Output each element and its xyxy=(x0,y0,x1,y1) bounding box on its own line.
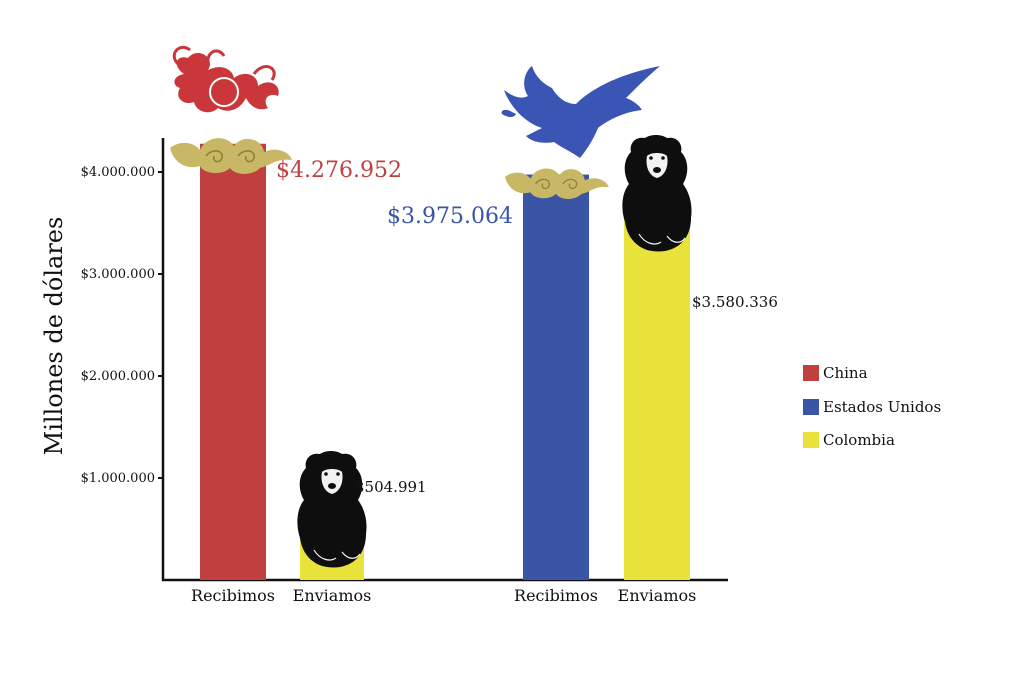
x-category-label: Recibimos xyxy=(191,586,275,605)
data-label: $3.580.336 xyxy=(692,293,778,311)
legend-swatch xyxy=(803,399,819,415)
y-tick-label: $2.000.000 xyxy=(81,369,155,384)
bar xyxy=(523,174,589,581)
x-category-label: Enviamos xyxy=(618,586,697,605)
legend-swatch xyxy=(803,365,819,381)
data-label: $4.276.952 xyxy=(276,158,402,183)
x-category-label: Recibimos xyxy=(514,586,598,605)
cloud-icon xyxy=(169,137,293,175)
x-category-label: Enviamos xyxy=(293,586,372,605)
legend-label: Estados Unidos xyxy=(823,398,941,416)
legend-swatch xyxy=(803,432,819,448)
y-tick-label: $3.000.000 xyxy=(81,267,155,282)
y-axis-title: Millones de dólares xyxy=(40,217,68,456)
bar xyxy=(624,214,690,580)
bear-icon xyxy=(621,134,693,253)
data-label: $3.975.064 xyxy=(387,204,513,229)
bear-icon xyxy=(296,450,368,569)
legend: China Estados Unidos Colombia xyxy=(803,364,941,449)
eagle-icon xyxy=(501,66,660,158)
dragon-icon xyxy=(172,45,279,113)
bar xyxy=(200,143,266,580)
legend-label: Colombia xyxy=(823,431,895,449)
y-tick-label: $1.000.000 xyxy=(81,471,155,486)
legend-label: China xyxy=(823,364,868,382)
y-tick-label: $4.000.000 xyxy=(81,165,155,180)
data-label: $504.991 xyxy=(355,478,427,496)
cloud-icon xyxy=(504,167,610,200)
